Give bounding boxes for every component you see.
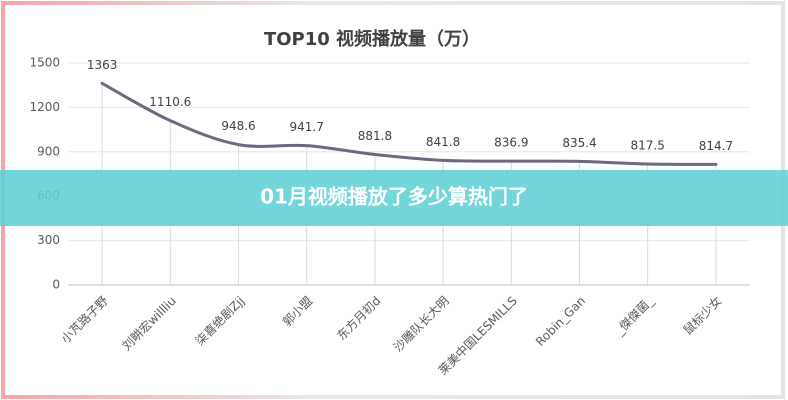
data-label: 941.7 [290, 120, 324, 134]
x-tick-label: 刘畊宏willliu [119, 293, 179, 353]
x-tick-label: 鼠标少女 [680, 293, 725, 338]
banner-text: 01月视频播放了多少算热门了 [260, 185, 528, 209]
x-tick-label: 沙雕队长大明 [390, 293, 452, 355]
data-label: 1363 [87, 58, 118, 72]
data-label: 841.8 [426, 135, 460, 149]
x-tick-label: _傑傑菌_ [612, 293, 657, 338]
y-tick-label: 0 [52, 278, 60, 292]
x-tick-label: 东方月初d [334, 293, 384, 343]
x-tick-label: 郭小盟 [280, 294, 315, 329]
y-tick-label: 1500 [29, 56, 60, 70]
y-tick-label: 1200 [29, 100, 60, 114]
banner [0, 170, 788, 226]
data-label: 836.9 [494, 136, 528, 150]
x-tick-label: 小芃路子野 [58, 293, 111, 346]
x-tick-label: Robin_Gan [533, 294, 588, 349]
line [100, 81, 718, 166]
data-label: 881.8 [358, 129, 392, 143]
data-label: 817.5 [631, 139, 665, 153]
x-tick-label: 柒喜绝剧Zjj [192, 293, 247, 348]
data-label: 948.6 [221, 119, 255, 133]
y-tick-label: 900 [37, 144, 60, 158]
data-label: 814.7 [699, 139, 733, 153]
data-label: 835.4 [562, 136, 596, 150]
y-tick-label: 300 [37, 233, 60, 247]
data-label: 1110.6 [149, 95, 191, 109]
chart-title: TOP10 视频播放量（万） [264, 28, 480, 50]
